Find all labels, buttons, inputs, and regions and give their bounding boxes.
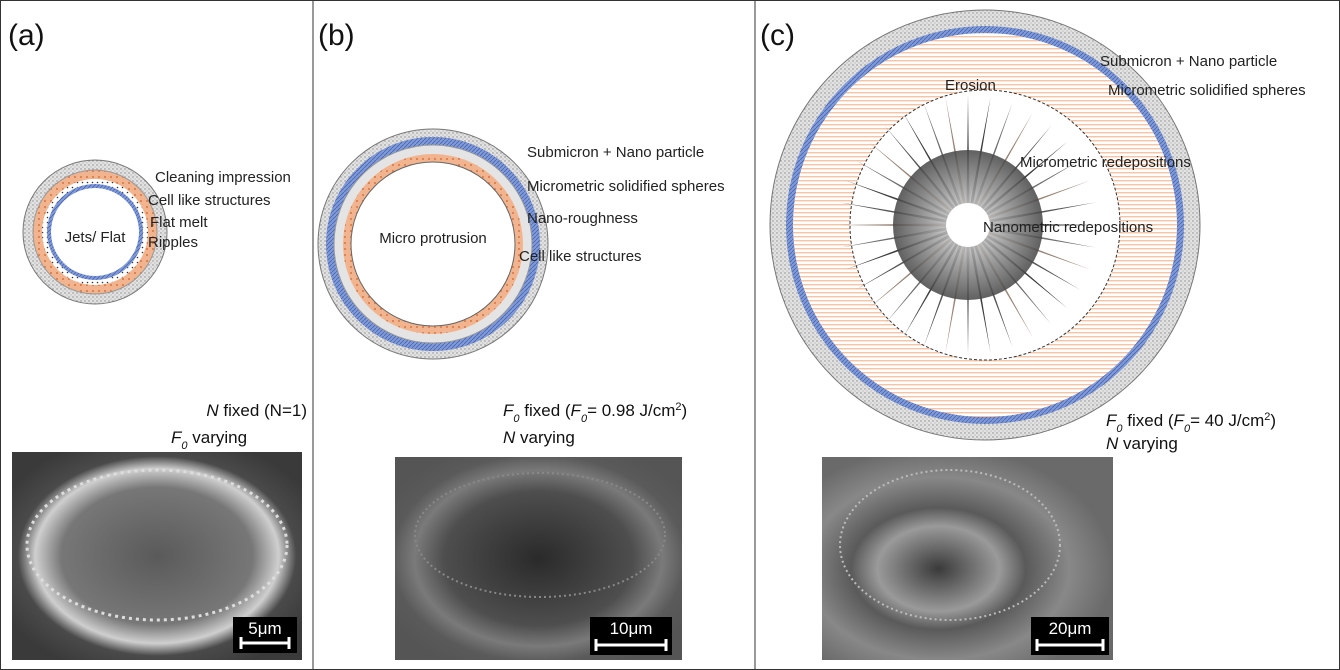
scale-bar-label: 10μm: [610, 619, 653, 638]
annotation: Micrometric redepositions: [1020, 154, 1191, 171]
scale-bar-label: 5μm: [248, 619, 281, 638]
annotation: Submicron + Nano particle: [527, 144, 704, 161]
panel-a: (a) Jets/ Flat Cleaning impression Cell …: [8, 19, 307, 660]
condition: N varying: [1106, 434, 1178, 453]
annotation: Submicron + Nano particle: [1100, 53, 1277, 70]
center-label: Micro protrusion: [379, 230, 487, 247]
panel-label: (c): [760, 19, 795, 52]
center-label: Jets/ Flat: [65, 229, 127, 246]
annotation: Cleaning impression: [155, 169, 291, 186]
annotation: Ripples: [148, 234, 198, 251]
annotation: Nanometric redepositions: [983, 219, 1153, 236]
condition: F0 fixed (F0= 0.98 J/cm2): [503, 401, 687, 425]
annotation: Micrometric solidified spheres: [527, 178, 725, 195]
panel-label: (b): [318, 19, 355, 52]
annotation: Cell like structures: [519, 248, 642, 265]
annotation: Flat melt: [150, 214, 208, 231]
annotation: Cell like structures: [148, 192, 271, 209]
annotation: Nano-roughness: [527, 210, 638, 227]
panel-b: (b) Micro protrusion Submicron + Nano pa…: [318, 19, 725, 660]
figure: (a) Jets/ Flat Cleaning impression Cell …: [0, 0, 1340, 670]
annotation: Erosion: [945, 77, 996, 94]
condition: N fixed (N=1): [206, 401, 307, 420]
condition: N varying: [503, 428, 575, 447]
panel-c: (c) Submicron + Nano particle Micrometri…: [760, 10, 1306, 660]
annotation: Micrometric solidified spheres: [1108, 82, 1306, 99]
panel-label: (a): [8, 19, 45, 52]
scale-bar-label: 20μm: [1049, 619, 1092, 638]
condition: F0 fixed (F0= 40 J/cm2): [1106, 411, 1276, 435]
condition: F0 varying: [171, 428, 247, 452]
